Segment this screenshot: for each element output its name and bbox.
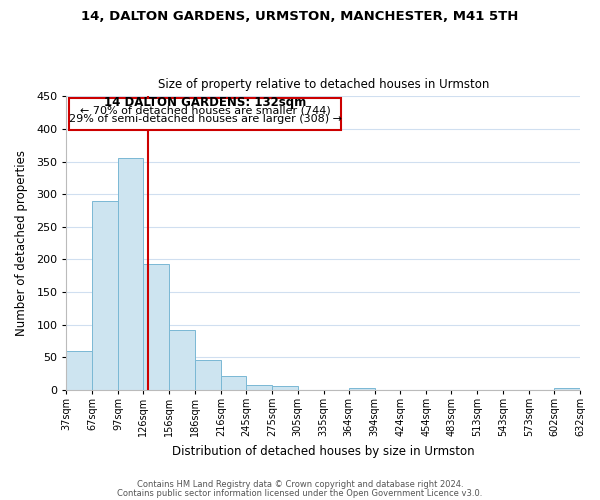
Text: 14, DALTON GARDENS, URMSTON, MANCHESTER, M41 5TH: 14, DALTON GARDENS, URMSTON, MANCHESTER,… bbox=[82, 10, 518, 23]
Bar bbox=[143, 264, 169, 390]
Bar bbox=[92, 200, 118, 390]
Bar bbox=[221, 376, 246, 390]
Bar bbox=[349, 388, 374, 390]
Bar bbox=[67, 350, 92, 390]
Y-axis label: Number of detached properties: Number of detached properties bbox=[15, 150, 28, 336]
Bar bbox=[118, 158, 143, 390]
Text: Contains public sector information licensed under the Open Government Licence v3: Contains public sector information licen… bbox=[118, 488, 482, 498]
Title: Size of property relative to detached houses in Urmston: Size of property relative to detached ho… bbox=[158, 78, 489, 91]
Text: 29% of semi-detached houses are larger (308) →: 29% of semi-detached houses are larger (… bbox=[68, 114, 341, 124]
Text: 14 DALTON GARDENS: 132sqm: 14 DALTON GARDENS: 132sqm bbox=[104, 96, 306, 108]
Bar bbox=[195, 360, 221, 390]
Text: ← 70% of detached houses are smaller (744): ← 70% of detached houses are smaller (74… bbox=[80, 106, 331, 116]
Bar bbox=[169, 330, 195, 390]
Bar bbox=[554, 388, 580, 390]
FancyBboxPatch shape bbox=[69, 98, 341, 130]
Text: Contains HM Land Registry data © Crown copyright and database right 2024.: Contains HM Land Registry data © Crown c… bbox=[137, 480, 463, 489]
Bar bbox=[246, 384, 272, 390]
X-axis label: Distribution of detached houses by size in Urmston: Distribution of detached houses by size … bbox=[172, 444, 475, 458]
Bar bbox=[272, 386, 298, 390]
